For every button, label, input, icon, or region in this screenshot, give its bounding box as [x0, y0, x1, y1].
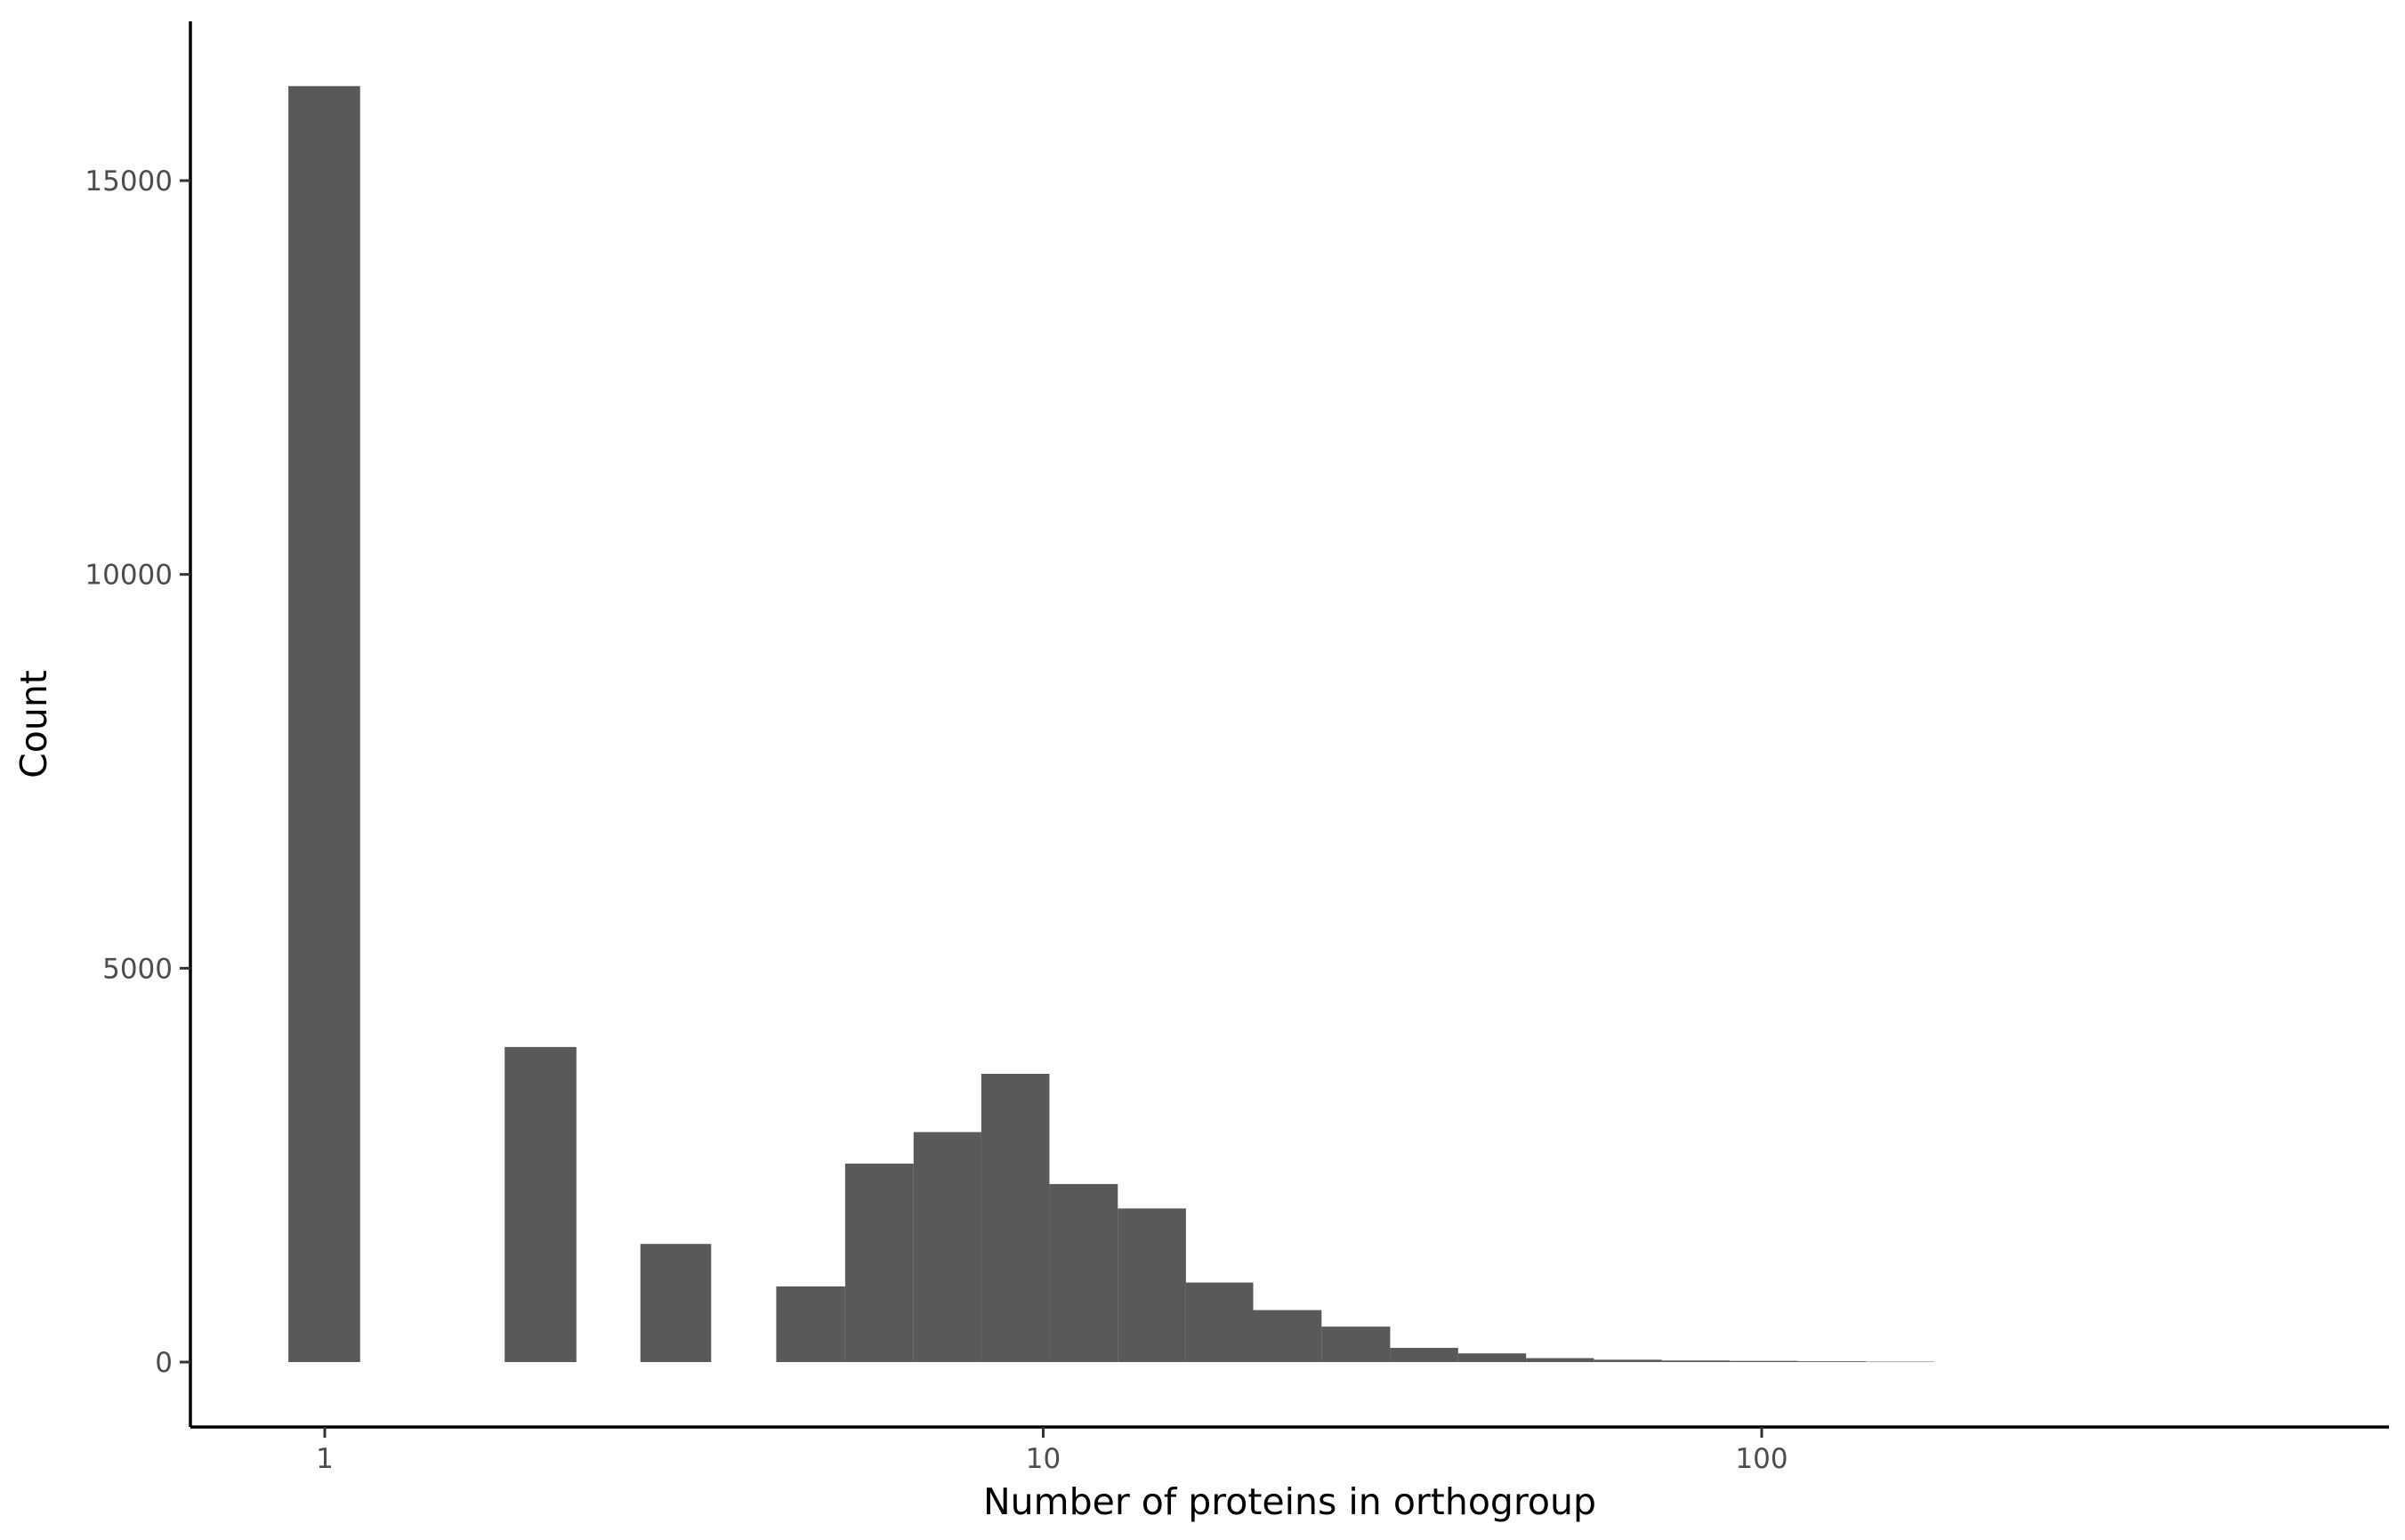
y-axis-title: Count	[12, 670, 55, 778]
y-tick-label: 10000	[85, 560, 173, 592]
x-tick-label: 10	[1026, 1443, 1061, 1475]
histogram-bar	[1730, 1360, 1798, 1362]
x-tick-label: 100	[1735, 1443, 1788, 1475]
bars-layer	[288, 85, 1934, 1363]
histogram-bar	[1865, 1361, 1934, 1363]
histogram-bar	[981, 1073, 1050, 1362]
y-tick-label: 5000	[102, 953, 173, 985]
histogram-bar	[1526, 1358, 1594, 1362]
y-tick-label: 15000	[85, 165, 173, 198]
histogram-bar	[1661, 1360, 1731, 1362]
y-tick-label: 0	[155, 1347, 173, 1379]
histogram-bar	[844, 1163, 914, 1362]
histogram-bar	[1594, 1359, 1662, 1362]
histogram-bar	[504, 1046, 577, 1362]
x-axis-title: Number of proteins in orthogroup	[983, 1480, 1596, 1523]
ticks-layer: 0 5000 10000 15000 1 10 100	[85, 165, 1788, 1475]
histogram-bar	[1457, 1353, 1527, 1362]
x-tick-label: 1	[316, 1443, 334, 1475]
histogram-bar	[1797, 1361, 1866, 1362]
histogram-bar	[1185, 1282, 1254, 1362]
histogram-bar	[913, 1132, 981, 1362]
histogram-bar	[1118, 1208, 1186, 1362]
histogram-bar	[1390, 1348, 1458, 1362]
histogram-bar	[1253, 1310, 1322, 1362]
histogram-bar	[1049, 1183, 1118, 1362]
histogram-bar	[776, 1286, 845, 1362]
histogram-bar	[1321, 1326, 1391, 1362]
histogram-bar	[640, 1244, 712, 1362]
axes-layer	[189, 21, 2389, 1429]
histogram-bar	[288, 85, 360, 1362]
